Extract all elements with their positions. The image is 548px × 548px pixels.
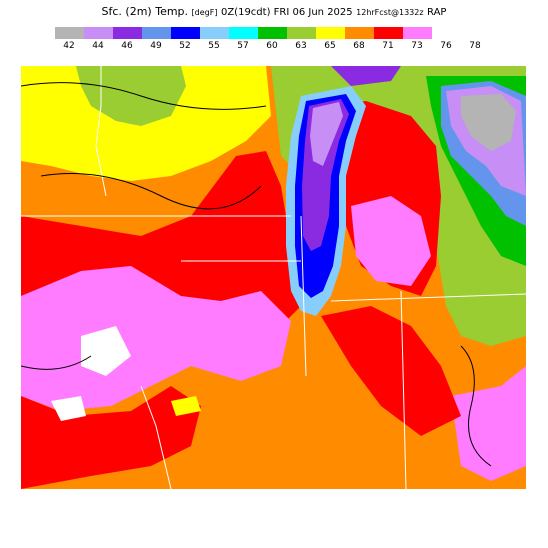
legend-swatch xyxy=(142,27,171,39)
title-run-info: 12hrFcst@1332z xyxy=(356,8,424,17)
legend-label: 65 xyxy=(324,41,336,51)
field-lake-michigan-lavender xyxy=(310,102,343,166)
legend-swatch xyxy=(345,27,374,39)
border-3 xyxy=(300,215,307,377)
legend-label: 42 xyxy=(63,41,75,51)
legend-label: 63 xyxy=(295,41,307,51)
contour-4 xyxy=(21,355,92,370)
legend-labels: 42 44 46 49 52 55 57 60 63 65 68 71 73 76 78 xyxy=(55,41,480,55)
legend-label: 49 xyxy=(150,41,162,51)
title-valid-time: 0Z(19cdt) FRI 06 Jun 2025 xyxy=(220,7,353,18)
legend-label: 46 xyxy=(121,41,133,51)
title-model: RAP xyxy=(427,7,447,18)
legend-swatch xyxy=(200,27,229,39)
field-pink-michigan xyxy=(351,196,431,286)
legend-swatches xyxy=(55,27,432,39)
legend-label: 73 xyxy=(411,41,423,51)
field-yellow-small xyxy=(171,396,201,416)
legend-swatch xyxy=(113,27,142,39)
temperature-field xyxy=(21,66,526,489)
contour-lines xyxy=(21,82,492,467)
field-lake-huron-gray xyxy=(461,94,516,151)
legend-swatch xyxy=(316,27,345,39)
title-main: Sfc. (2m) Temp. xyxy=(101,5,189,18)
map-title: Sfc. (2m) Temp. [degF] 0Z(19cdt) FRI 06 … xyxy=(0,5,548,18)
legend-swatch xyxy=(55,27,84,39)
contour-2 xyxy=(40,173,262,210)
legend-swatch xyxy=(287,27,316,39)
border-4 xyxy=(400,290,407,489)
border-7 xyxy=(140,385,172,489)
legend-label: 76 xyxy=(440,41,452,51)
legend-swatch xyxy=(84,27,113,39)
contour-3 xyxy=(460,345,492,467)
legend-label: 60 xyxy=(266,41,278,51)
legend-label: 44 xyxy=(92,41,104,51)
legend-label: 78 xyxy=(469,41,481,51)
field-pink-west xyxy=(21,266,291,411)
field-green-nw xyxy=(76,66,186,126)
legend-label: 55 xyxy=(208,41,220,51)
legend-swatch xyxy=(258,27,287,39)
contour-1 xyxy=(21,82,267,110)
field-red-sw xyxy=(21,386,201,489)
temperature-map xyxy=(21,66,526,489)
title-units: [degF] xyxy=(191,8,218,17)
border-5 xyxy=(330,293,526,302)
legend-label: 52 xyxy=(179,41,191,51)
state-borders xyxy=(21,66,526,489)
legend-label: 68 xyxy=(353,41,365,51)
color-legend: 42 44 46 49 52 55 57 60 63 65 68 71 73 76 78 xyxy=(55,27,481,55)
legend-swatch xyxy=(229,27,258,39)
field-white-2 xyxy=(51,396,86,421)
legend-label: 71 xyxy=(382,41,394,51)
field-white-1 xyxy=(81,326,131,376)
field-pink-se xyxy=(451,366,526,481)
legend-swatch xyxy=(403,27,432,39)
field-red-east xyxy=(321,306,461,436)
field-lake-superior xyxy=(331,66,401,86)
legend-swatch xyxy=(374,27,403,39)
legend-swatch xyxy=(171,27,200,39)
legend-label: 57 xyxy=(237,41,249,51)
